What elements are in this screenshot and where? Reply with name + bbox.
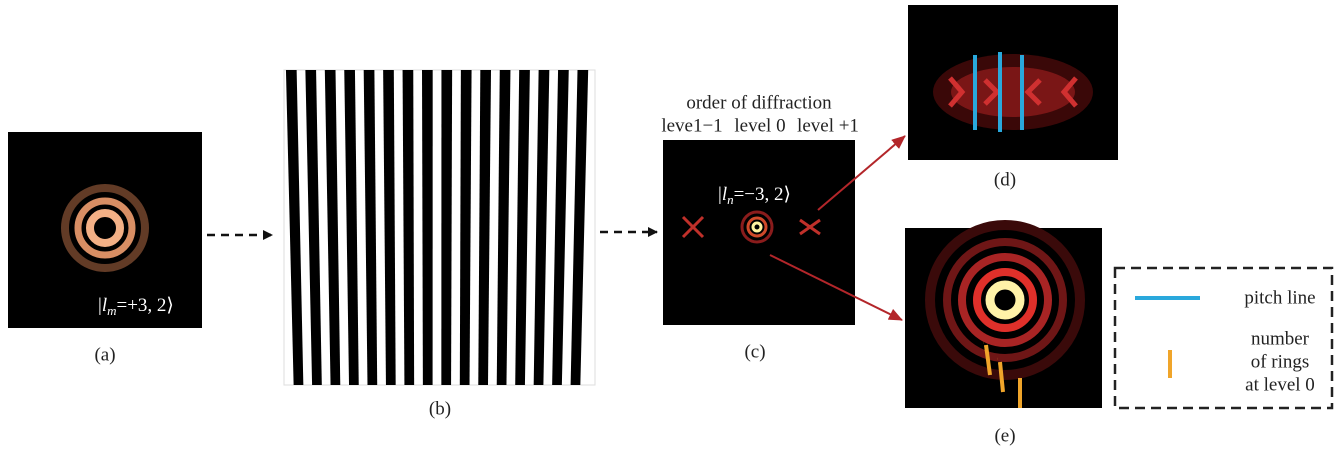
panel-label: (a) — [94, 344, 115, 365]
stripe — [460, 70, 472, 385]
order-label: level +1 — [797, 115, 859, 136]
stripe — [422, 70, 433, 385]
legend-label: number — [1251, 328, 1310, 349]
legend-label: of rings — [1251, 351, 1310, 372]
page: {"panels":[ {"label":"(a)","state":{"ope… — [0, 0, 1342, 451]
panel-c: order of diffraction leve1−1 level 0 lev… — [661, 92, 859, 362]
state-rest: =−3, 2⟩ — [734, 184, 791, 205]
panel-label: (d) — [994, 169, 1016, 190]
state-rest: =+3, 2⟩ — [116, 295, 173, 316]
image-c — [663, 140, 855, 325]
panel-label: (c) — [744, 341, 765, 362]
state-sub: m — [107, 303, 116, 318]
legend-label: pitch line — [1244, 287, 1315, 308]
legend: pitch line number of rings at level 0 — [1115, 268, 1332, 408]
stripe — [403, 70, 415, 385]
legend-label: at level 0 — [1245, 374, 1315, 395]
panel-b: (b) — [284, 70, 595, 419]
panel-d: (d) — [908, 5, 1118, 190]
panel-label: (b) — [429, 398, 451, 419]
order-label: leve1−1 — [661, 115, 722, 136]
diffraction-title: order of diffraction — [686, 92, 832, 113]
pattern — [951, 67, 1075, 117]
panel-a: |lm=+3, 2⟩ (a) — [8, 132, 202, 365]
panel-label: (e) — [994, 425, 1015, 446]
order-label: level 0 — [734, 115, 785, 136]
panel-e: (e) — [905, 225, 1102, 446]
stripe — [441, 70, 452, 385]
diagram: |lm=+3, 2⟩ (a) (b) order of diffraction … — [0, 0, 1342, 451]
